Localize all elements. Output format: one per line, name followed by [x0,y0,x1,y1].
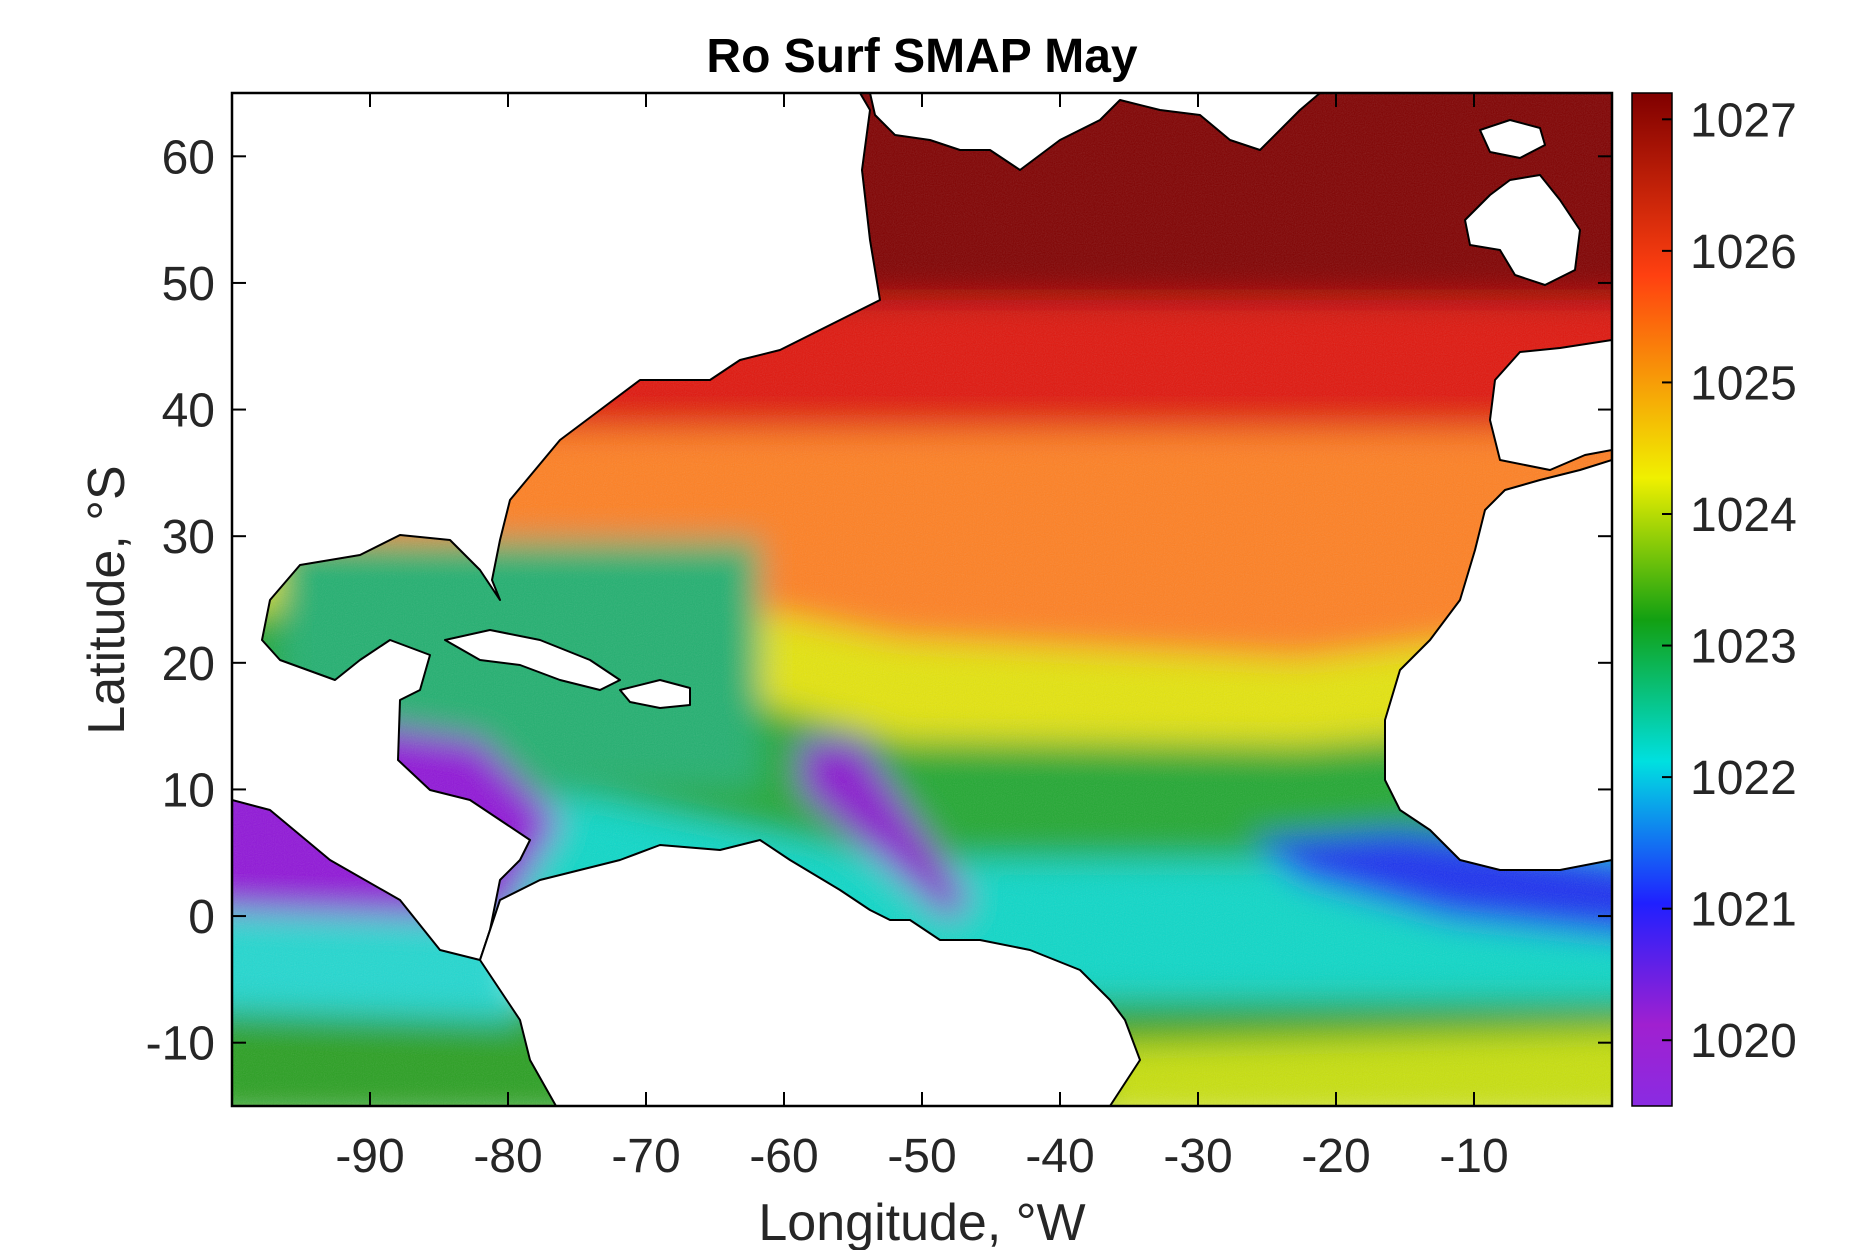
x-axis: -90 -80 -70 -60 -50 -40 -30 -20 -10 [335,93,1509,1183]
colorbar-tick-label: 1020 [1690,1015,1797,1068]
africa-europe-land [1384,93,1612,1106]
land-masks [232,93,1612,1106]
y-tick-label: 20 [162,638,215,691]
colorbar-ticks: 1020 1021 1022 1023 1024 1025 1026 1027 [1662,94,1797,1068]
y-tick-label: -10 [146,1018,215,1071]
x-tick-label: -30 [1163,1130,1232,1183]
colorbar-tick-label: 1027 [1690,94,1797,147]
x-tick-label: -50 [887,1130,956,1183]
y-tick-label: 50 [162,258,215,311]
x-tick-label: -90 [335,1130,404,1183]
hispaniola-land [619,679,691,709]
north-america-land [232,93,881,961]
x-tick-label: -40 [1025,1130,1094,1183]
greenland-land [869,93,1321,171]
iceland-land [1479,119,1546,159]
cuba-land [444,629,621,691]
y-axis: -10 0 10 20 30 40 50 60 [146,131,1612,1071]
iberia-land [1489,339,1612,471]
colorbar: 1020 1021 1022 1023 1024 1025 1026 1027 [1631,92,1797,1107]
colorbar-tick-label: 1023 [1690,621,1797,674]
south-america-land [479,839,1141,1106]
x-tick-label: -20 [1301,1130,1370,1183]
chart-title: Ro Surf SMAP May [706,30,1137,83]
colorbar-tick-label: 1026 [1690,226,1797,279]
y-tick-label: 0 [188,891,215,944]
colorbar-tick-label: 1025 [1690,357,1797,410]
y-tick-label: 10 [162,764,215,817]
y-axis-title: Latitude, °S [78,465,136,734]
y-tick-label: 30 [162,511,215,564]
colorbar-tick-label: 1022 [1690,752,1797,805]
x-axis-title: Longitude, °W [758,1194,1085,1250]
x-tick-label: -70 [611,1130,680,1183]
colorbar-gradient [1631,92,1673,1107]
x-tick-label: -60 [749,1130,818,1183]
y-tick-label: 40 [162,385,215,438]
x-tick-label: -80 [473,1130,542,1183]
y-tick-label: 60 [162,131,215,184]
density-field [232,93,1612,1106]
colorbar-tick-label: 1021 [1690,884,1797,937]
british-isles-land [1464,174,1581,286]
x-tick-label: -10 [1439,1130,1508,1183]
colorbar-tick-label: 1024 [1690,489,1797,542]
